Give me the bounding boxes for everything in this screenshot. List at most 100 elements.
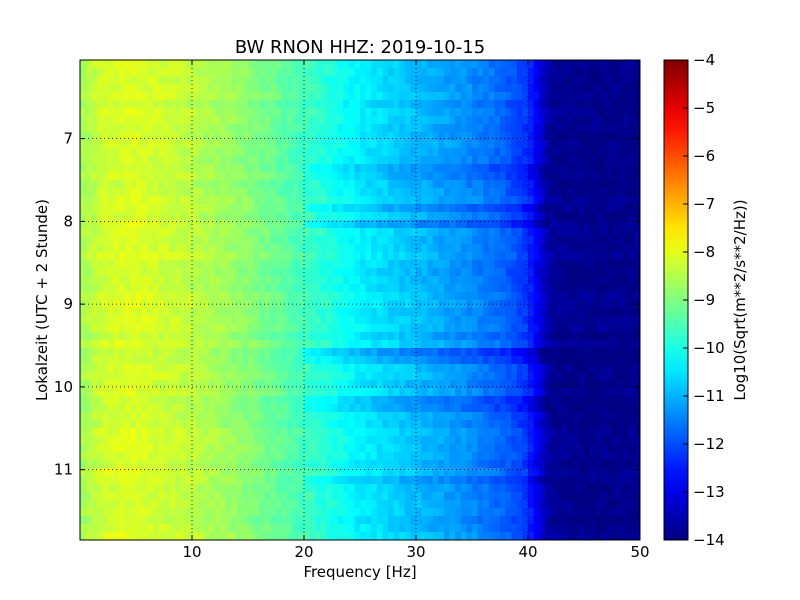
heatmap-cell	[449, 92, 456, 101]
heatmap-cell	[332, 380, 339, 389]
heatmap-cell	[466, 212, 473, 221]
heatmap-cell	[348, 428, 355, 437]
heatmap-cell	[236, 372, 243, 381]
heatmap-cell	[617, 196, 624, 205]
heatmap-cell	[169, 172, 176, 181]
heatmap-cell	[192, 180, 199, 189]
heatmap-cell	[152, 380, 159, 389]
heatmap-cell	[225, 340, 232, 349]
heatmap-cell	[175, 332, 182, 341]
heatmap-cell	[516, 204, 523, 213]
heatmap-cell	[589, 100, 596, 109]
heatmap-cell	[158, 260, 165, 269]
heatmap-cell	[242, 372, 249, 381]
heatmap-cell	[634, 388, 640, 397]
heatmap-cell	[472, 212, 479, 221]
heatmap-cell	[488, 444, 495, 453]
heatmap-cell	[416, 108, 423, 117]
heatmap-cell	[410, 364, 417, 373]
heatmap-cell	[494, 220, 501, 229]
heatmap-cell	[192, 156, 199, 165]
heatmap-cell	[388, 116, 395, 125]
heatmap-cell	[186, 140, 193, 149]
heatmap-cell	[460, 188, 467, 197]
heatmap-cell	[136, 228, 143, 237]
heatmap-cell	[259, 380, 266, 389]
heatmap-cell	[365, 212, 372, 221]
heatmap-cell	[365, 180, 372, 189]
heatmap-cell	[628, 236, 635, 245]
heatmap-cell	[309, 444, 316, 453]
heatmap-cell	[360, 340, 367, 349]
heatmap-cell	[404, 428, 411, 437]
heatmap-cell	[628, 196, 635, 205]
heatmap-cell	[270, 412, 277, 421]
heatmap-cell	[612, 180, 619, 189]
heatmap-cell	[158, 380, 165, 389]
heatmap-cell	[511, 380, 518, 389]
heatmap-cell	[113, 404, 120, 413]
heatmap-cell	[91, 420, 98, 429]
heatmap-cell	[578, 132, 585, 141]
heatmap-cell	[186, 188, 193, 197]
heatmap-cell	[337, 268, 344, 277]
heatmap-cell	[432, 436, 439, 445]
heatmap-cell	[147, 140, 154, 149]
heatmap-cell	[152, 372, 159, 381]
heatmap-cell	[304, 68, 311, 77]
heatmap-cell	[292, 164, 299, 173]
heatmap-cell	[96, 148, 103, 157]
heatmap-cell	[292, 212, 299, 221]
heatmap-cell	[466, 340, 473, 349]
heatmap-cell	[248, 364, 255, 373]
heatmap-cell	[606, 316, 613, 325]
heatmap-cell	[449, 260, 456, 269]
heatmap-cell	[147, 220, 154, 229]
heatmap-cell	[186, 236, 193, 245]
heatmap-cell	[556, 380, 563, 389]
heatmap-cell	[304, 196, 311, 205]
heatmap-cell	[606, 292, 613, 301]
heatmap-cell	[432, 68, 439, 77]
heatmap-cell	[488, 364, 495, 373]
heatmap-cell	[225, 380, 232, 389]
heatmap-cell	[141, 444, 148, 453]
heatmap-cell	[505, 252, 512, 261]
heatmap-cell	[141, 188, 148, 197]
heatmap-cell	[511, 412, 518, 421]
heatmap-cell	[483, 332, 490, 341]
heatmap-cell	[281, 364, 288, 373]
heatmap-cell	[354, 180, 361, 189]
heatmap-cell	[432, 284, 439, 293]
heatmap-cell	[472, 60, 479, 69]
heatmap-cell	[175, 444, 182, 453]
heatmap-cell	[360, 348, 367, 357]
heatmap-cell	[399, 380, 406, 389]
heatmap-cell	[348, 220, 355, 229]
heatmap-cell	[567, 268, 574, 277]
heatmap-cell	[612, 388, 619, 397]
heatmap-cell	[208, 260, 215, 269]
heatmap-cell	[141, 164, 148, 173]
heatmap-cell	[119, 364, 126, 373]
heatmap-cell	[332, 388, 339, 397]
heatmap-cell	[466, 428, 473, 437]
heatmap-cell	[80, 428, 87, 437]
heatmap-cell	[337, 364, 344, 373]
heatmap-cell	[505, 412, 512, 421]
heatmap-cell	[505, 284, 512, 293]
heatmap-cell	[416, 436, 423, 445]
heatmap-cell	[511, 124, 518, 133]
heatmap-cell	[421, 356, 428, 365]
heatmap-cell	[567, 420, 574, 429]
heatmap-row	[80, 140, 640, 149]
heatmap-cell	[147, 428, 154, 437]
heatmap-cell	[113, 340, 120, 349]
heatmap-cell	[236, 132, 243, 141]
heatmap-cell	[606, 308, 613, 317]
heatmap-cell	[320, 372, 327, 381]
heatmap-cell	[623, 300, 630, 309]
heatmap-cell	[242, 308, 249, 317]
heatmap-cell	[444, 188, 451, 197]
heatmap-cell	[544, 356, 551, 365]
